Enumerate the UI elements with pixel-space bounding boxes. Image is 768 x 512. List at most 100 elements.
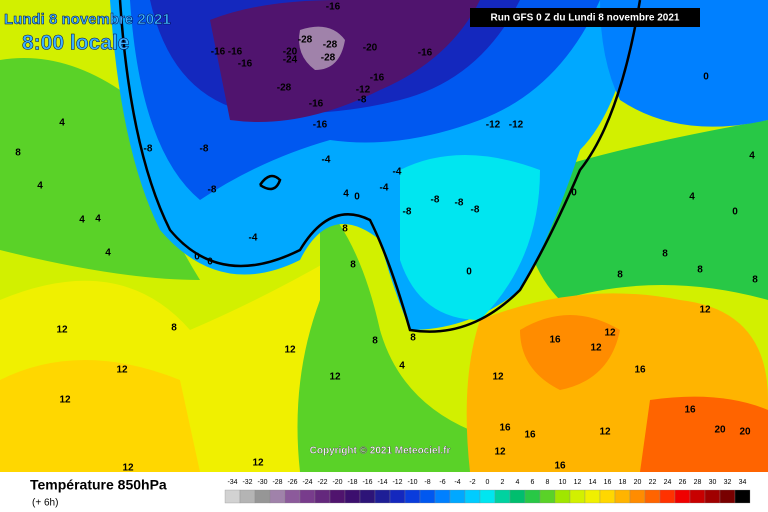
legend-swatch — [434, 489, 451, 504]
legend-label: -14 — [377, 479, 387, 486]
contour-label: -24 — [283, 55, 298, 66]
contour-label: -20 — [363, 43, 378, 54]
legend-label: 32 — [724, 479, 732, 486]
contour-label: 12 — [329, 372, 341, 383]
legend-label: 8 — [546, 479, 550, 486]
contour-label: -28 — [323, 40, 338, 51]
contour-label: 12 — [699, 305, 711, 316]
contour-label: -12 — [356, 85, 371, 96]
legend-swatch — [584, 489, 601, 504]
contour-label: 16 — [634, 365, 646, 376]
contour-label: 8 — [617, 270, 623, 281]
contour-label: -8 — [471, 205, 480, 216]
legend-swatch — [254, 489, 271, 504]
contour-label: -4 — [322, 155, 331, 166]
legend-swatch — [374, 489, 391, 504]
legend-swatch — [389, 489, 406, 504]
very-cold-region — [299, 26, 345, 71]
legend-label: -8 — [424, 479, 430, 486]
legend-label: 30 — [709, 479, 717, 486]
legend-label: -26 — [287, 479, 297, 486]
footer-title: Température 850hPa — [30, 477, 167, 493]
contour-label: 12 — [494, 447, 506, 458]
legend-swatch — [314, 489, 331, 504]
warm-region — [0, 360, 200, 472]
contour-labels: -16 -16-16-20-24-28 -28-28-16-20 -16-16-12-… — [15, 2, 758, 474]
contour-label: 0 — [732, 207, 738, 218]
contour-label: -4 — [393, 167, 402, 178]
legend-label: 20 — [634, 479, 642, 486]
header-date: Lundi 8 novembre 2021 — [4, 11, 171, 28]
contour-label: 16 — [499, 423, 511, 434]
contour-label: -4 — [380, 183, 389, 194]
contour-label: -28 — [277, 83, 292, 94]
contour-label: 8 — [350, 260, 356, 271]
contour-label: 12 — [56, 325, 68, 336]
contour-label: 20 — [739, 427, 751, 438]
legend-label: -4 — [454, 479, 460, 486]
header-time: 8:00 locale — [22, 32, 129, 55]
legend: -34 -32 -30 -28 -26 -24 -22 -20 -18 -16 -14 -12 -10-… — [224, 479, 751, 504]
contour-label: -28 — [298, 35, 313, 46]
legend-label: -32 — [242, 479, 252, 486]
contour-label: 0 — [207, 257, 213, 268]
legend-label: 24 — [664, 479, 672, 486]
legend-label: -16 — [362, 479, 372, 486]
legend-swatch — [644, 489, 661, 504]
footer-step: (+ 6h) — [32, 498, 58, 509]
contour-label: -16 — [370, 73, 385, 84]
legend-swatch — [554, 489, 571, 504]
contour-label: 4 — [749, 151, 755, 162]
contour-label: 4 — [79, 215, 85, 226]
contour-label: -8 — [144, 144, 153, 155]
contour-label: 8 — [342, 224, 348, 235]
contour-label: 16 — [524, 430, 536, 441]
legend-swatch — [734, 489, 751, 504]
contour-label: 16 — [554, 461, 566, 472]
legend-label: -22 — [317, 479, 327, 486]
contour-label: 4 — [105, 248, 111, 259]
legend-label: 0 — [486, 479, 490, 486]
legend-swatch — [674, 489, 691, 504]
legend-label: 2 — [501, 479, 505, 486]
legend-swatch — [419, 489, 436, 504]
legend-label: -6 — [439, 479, 445, 486]
contour-label: -8 — [208, 185, 217, 196]
contour-label: 0 — [354, 192, 360, 203]
legend-swatch — [614, 489, 631, 504]
legend-label: 26 — [679, 479, 687, 486]
run-box — [470, 8, 700, 27]
legend-swatch — [704, 489, 721, 504]
legend-label: 14 — [589, 479, 597, 486]
run-info: Run GFS 0 Z du Lundi 8 novembre 2021 — [491, 13, 680, 24]
legend-label: -10 — [407, 479, 417, 486]
legend-swatch — [719, 489, 736, 504]
contour-label: -16 — [309, 99, 324, 110]
contour-label: 8 — [662, 249, 668, 260]
legend-label: 6 — [531, 479, 535, 486]
cold-region — [600, 0, 768, 127]
contour-label: 20 — [714, 425, 726, 436]
contour-label: 12 — [59, 395, 71, 406]
contour-label: 8 — [171, 323, 177, 334]
zero-isotherm — [118, 0, 642, 333]
legend-swatch — [524, 489, 541, 504]
legend-swatch — [494, 489, 511, 504]
legend-label: -18 — [347, 479, 357, 486]
contour-label: 12 — [604, 328, 616, 339]
copyright: Copyright © 2021 Meteociel.fr — [310, 446, 451, 457]
legend-swatch — [329, 489, 346, 504]
contour-label: 8 — [372, 336, 378, 347]
legend-swatch — [464, 489, 481, 504]
contour-label: 4 — [59, 118, 65, 129]
contour-label: 4 — [95, 214, 101, 225]
contour-label: 4 — [37, 181, 43, 192]
mild-region — [520, 120, 768, 300]
contour-label: -16 — [238, 59, 253, 70]
hot-region — [640, 396, 768, 472]
legend-label: -12 — [392, 479, 402, 486]
contour-label: 12 — [284, 345, 296, 356]
cold-region — [400, 155, 540, 320]
legend-swatch — [404, 489, 421, 504]
